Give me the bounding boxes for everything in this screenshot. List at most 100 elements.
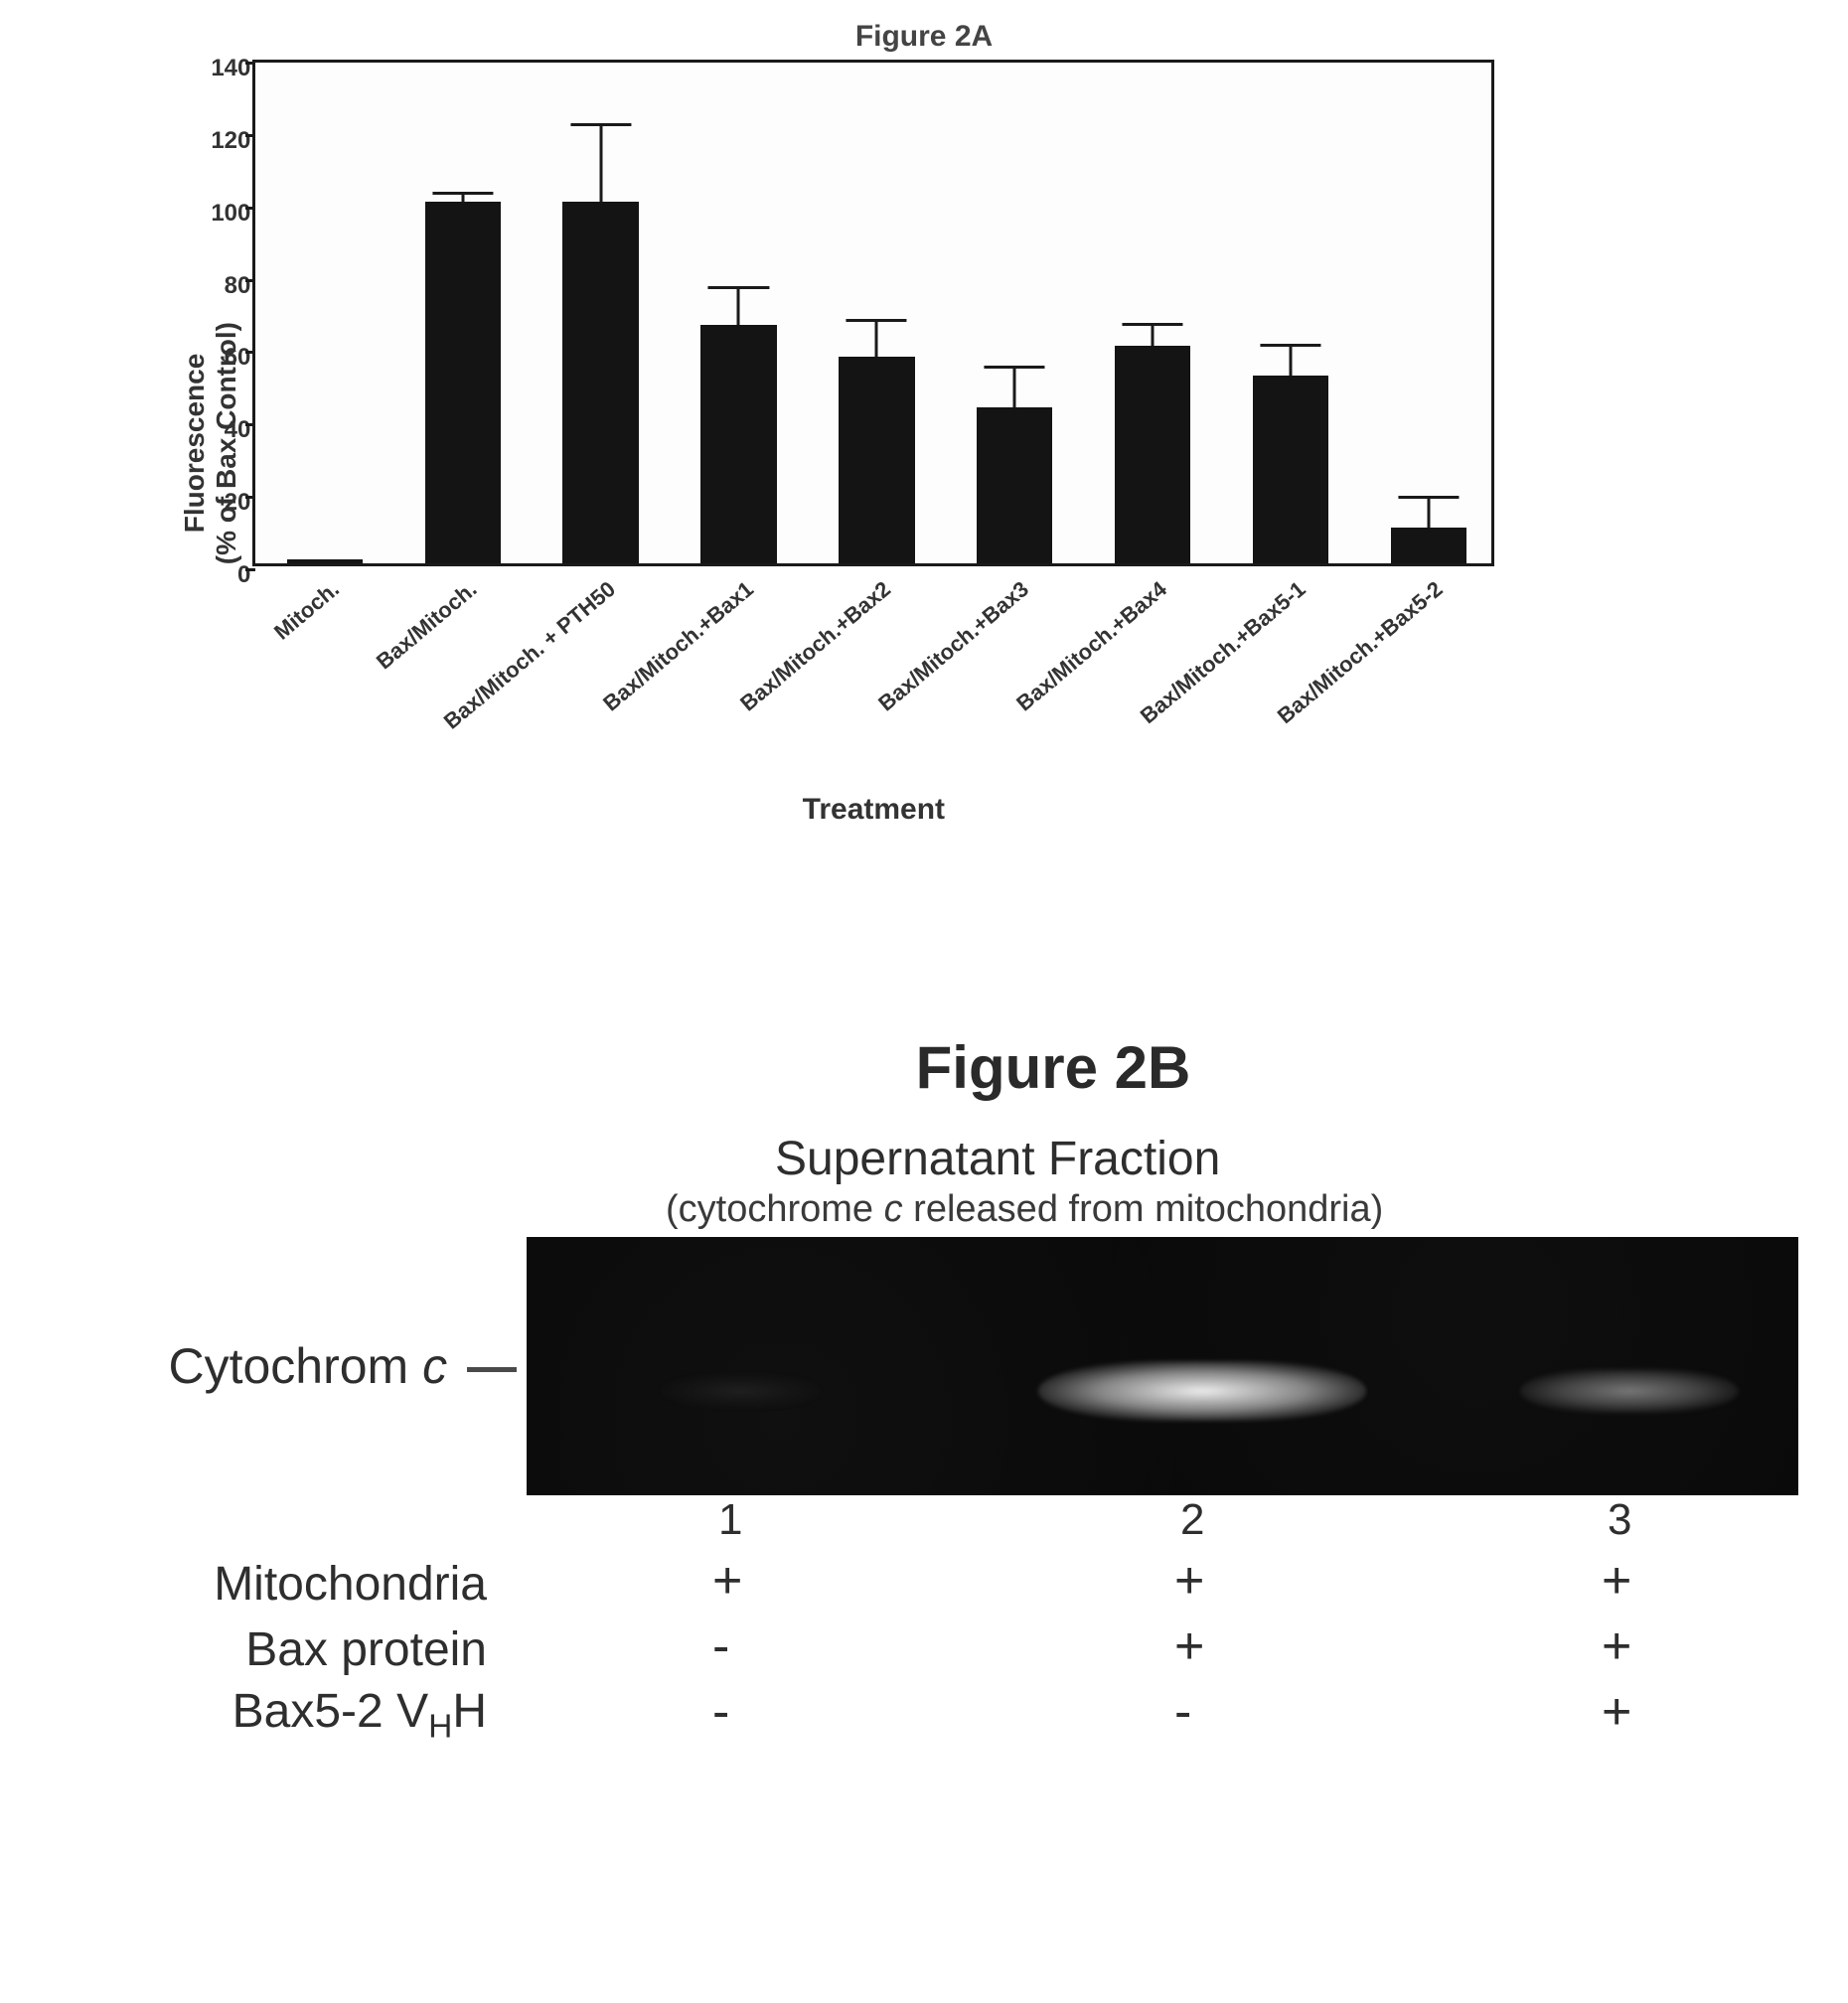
condition-cell: + — [1602, 1551, 1631, 1611]
x-tick-label: Mitoch. — [269, 576, 345, 645]
gel-image — [527, 1237, 1798, 1495]
error-bar-cap — [1260, 344, 1320, 347]
y-tick-label: 80 — [225, 272, 251, 300]
figure-2a-x-labels: Mitoch.Bax/Mitoch.Bax/Mitoch. + PTH50Bax… — [252, 566, 1494, 785]
lane-number: 1 — [718, 1495, 742, 1545]
x-tick-label: Bax/Mitoch. — [372, 576, 482, 675]
condition-row: Bax protein - + + — [30, 1617, 1818, 1682]
condition-cell: - — [1174, 1682, 1191, 1742]
x-tick-label: Bax/Mitoch.+Bax1 — [598, 576, 758, 716]
figure-2a-y-ticks: 020406080100120140 — [196, 63, 250, 563]
x-tick-label: Bax/Mitoch.+Bax4 — [1011, 576, 1171, 716]
error-bar-stem — [875, 321, 878, 357]
bar — [287, 559, 363, 563]
supernatant-title: Supernatant Fraction — [775, 1132, 1818, 1186]
gel-band — [661, 1374, 820, 1408]
figure-2b-lane-numbers-wrap: 1 2 3 — [517, 1495, 1818, 1545]
figure-2b-gel-row: Cytochrom c — [30, 1237, 1818, 1495]
gel-band — [1038, 1361, 1366, 1421]
bar — [1115, 346, 1190, 563]
bar — [425, 202, 501, 563]
error-bar-stem — [737, 288, 740, 324]
error-bar-stem — [1152, 325, 1155, 347]
condition-cell: + — [1174, 1617, 1204, 1676]
condition-cell: + — [1602, 1682, 1631, 1742]
y-tick-label: 140 — [211, 55, 250, 82]
condition-row: Bax5-2 VHH - - + — [30, 1682, 1818, 1748]
y-tick-mark — [245, 351, 255, 354]
y-tick-mark — [245, 496, 255, 499]
figure-2a-plot-area: 020406080100120140 — [252, 60, 1494, 566]
cytochrome-c-marker-label: Cytochrom c — [30, 1337, 517, 1395]
error-bar-stem — [1290, 346, 1293, 375]
bar — [1253, 376, 1328, 563]
error-bar-cap — [708, 286, 769, 289]
error-bar-cap — [1123, 323, 1183, 326]
figure-2a-bars — [255, 63, 1491, 563]
supernatant-sub-ital: c — [884, 1188, 903, 1230]
error-bar-cap — [985, 366, 1045, 369]
bar — [839, 357, 914, 563]
bar-slot — [700, 57, 776, 563]
y-tick-mark — [245, 62, 255, 65]
condition-cells: - - + — [517, 1682, 1788, 1748]
x-tick-label: Bax/Mitoch.+Bax2 — [736, 576, 896, 716]
y-tick-label: 120 — [211, 127, 250, 155]
figure-2b-conditions-table: Mitochondria+++Bax protein-++Bax5-2 VHH-… — [30, 1551, 1818, 1748]
cytc-dash-icon — [467, 1367, 517, 1372]
gel-band — [1520, 1369, 1739, 1413]
y-tick-label: 60 — [225, 344, 251, 372]
y-tick-mark — [245, 134, 255, 137]
bar-slot — [287, 57, 363, 563]
bar-slot — [1115, 57, 1190, 563]
bar-slot — [1253, 57, 1328, 563]
y-tick-mark — [245, 207, 255, 210]
condition-cell: + — [712, 1551, 742, 1611]
error-bar-stem — [1013, 368, 1016, 407]
error-bar-cap — [432, 192, 493, 195]
lane-number: 2 — [1180, 1495, 1204, 1545]
error-bar-cap — [1398, 496, 1459, 499]
figure-2b-title: Figure 2B — [288, 1033, 1818, 1102]
condition-cell: - — [712, 1617, 729, 1676]
condition-cells: - + + — [517, 1617, 1788, 1682]
supernatant-sub-suffix: released from mitochondria) — [903, 1188, 1384, 1230]
condition-cell: - — [712, 1682, 729, 1742]
figure-2a-title: Figure 2A — [179, 20, 1669, 54]
error-bar-cap — [847, 319, 907, 322]
y-tick-label: 0 — [237, 561, 250, 589]
bar — [1391, 528, 1466, 563]
bar-slot — [839, 57, 914, 563]
bar-slot — [1391, 57, 1466, 563]
figure-2b-header: Supernatant Fraction (cytochrome c relea… — [517, 1132, 1818, 1231]
y-tick-label: 40 — [225, 416, 251, 444]
lane-numbers: 1 2 3 — [517, 1495, 1788, 1545]
y-tick-mark — [245, 279, 255, 282]
condition-row: Mitochondria + + + — [30, 1551, 1818, 1617]
bar — [977, 407, 1052, 563]
bar-slot — [425, 57, 501, 563]
error-bar-cap — [570, 123, 631, 126]
figure-2a-x-axis-title: Treatment — [252, 793, 1494, 827]
y-tick-label: 100 — [211, 200, 250, 228]
cytc-prefix: Cytochrom — [168, 1338, 422, 1394]
cytc-ital: c — [422, 1338, 447, 1394]
condition-label: Mitochondria — [30, 1557, 497, 1612]
error-bar-stem — [599, 125, 602, 202]
x-tick-label: Bax/Mitoch.+Bax3 — [874, 576, 1034, 716]
y-tick-mark — [245, 423, 255, 426]
figure-2b: Figure 2B Supernatant Fraction (cytochro… — [30, 1033, 1818, 1748]
bar — [562, 202, 638, 563]
lane-number: 3 — [1608, 1495, 1631, 1545]
bar — [700, 325, 776, 563]
condition-cell: + — [1174, 1551, 1204, 1611]
condition-cells: + + + — [517, 1551, 1788, 1617]
condition-label: Bax5-2 VHH — [30, 1684, 497, 1747]
figure-2a-chart-row: Fluorescence (% of Bax Control) 02040608… — [179, 60, 1669, 827]
condition-label: Bax protein — [30, 1622, 497, 1677]
condition-cell: + — [1602, 1617, 1631, 1676]
supernatant-sub-prefix: (cytochrome — [666, 1188, 884, 1230]
error-bar-stem — [461, 194, 464, 201]
supernatant-subtitle: (cytochrome c released from mitochondria… — [666, 1188, 1818, 1231]
y-tick-label: 20 — [225, 489, 251, 517]
